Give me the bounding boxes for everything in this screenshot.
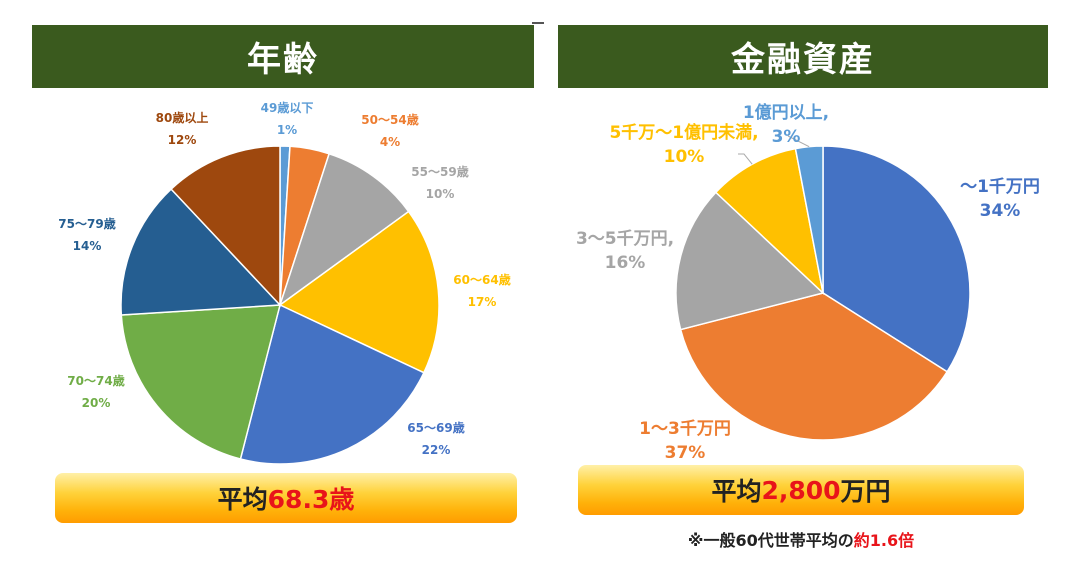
- pie-slice: [170, 145, 281, 307]
- slice-label: 50〜54歳: [361, 112, 418, 127]
- divider-line: [532, 22, 544, 24]
- average-assets-banner: 平均 2,800 万円: [578, 465, 1024, 515]
- pie-slice: [794, 145, 824, 294]
- average-age-banner: 平均 68.3歳: [55, 473, 517, 523]
- slice-label: 49歳以下: [261, 100, 314, 115]
- slice-percent-label: 1%: [277, 123, 297, 137]
- age-panel-title: 年齢: [32, 25, 534, 88]
- pie-slice: [278, 210, 440, 374]
- slice-percent-label: 37%: [665, 443, 706, 463]
- slice-label: 55〜59歳: [411, 164, 468, 179]
- slice-percent-label: 10%: [426, 187, 455, 201]
- slice-label: 65〜69歳: [407, 420, 464, 435]
- slice-percent-label: 3%: [772, 127, 801, 147]
- average-age-value: 68.3歳: [267, 485, 355, 514]
- slice-percent-label: 20%: [82, 396, 111, 410]
- average-age-prefix: 平均: [217, 485, 268, 514]
- comparison-note-text: ※一般60代世帯平均の: [687, 531, 854, 550]
- assets-pie-chart: 〜1千万円 34% 1〜3千万円 37% 3〜5千万円, 16% 5千万〜1億円未満, 10%…: [576, 102, 1040, 463]
- slice-percent-label: 12%: [168, 133, 197, 147]
- slice-label: 60〜64歳: [453, 272, 510, 287]
- pie-slice: [120, 304, 281, 460]
- average-assets-value: 2,800: [761, 475, 841, 505]
- average-assets-prefix: 平均: [711, 477, 762, 506]
- pie-slice: [714, 147, 825, 296]
- comparison-note: ※一般60代世帯平均の約1.6倍: [578, 527, 1024, 551]
- slice-label: 5千万〜1億円未満,: [609, 122, 758, 143]
- age-pie-chart: 49歳以下 1% 50〜54歳 4% 55〜59歳 10% 60〜64歳 17% 65〜69歳 2…: [58, 100, 511, 465]
- comparison-note-highlight: 約1.6倍: [853, 531, 915, 550]
- leader-line: [787, 135, 810, 148]
- slice-percent-label: 10%: [664, 147, 705, 167]
- pie-slice: [675, 191, 825, 331]
- slice-label: 3〜5千万円,: [576, 229, 674, 249]
- average-assets-suffix: 万円: [840, 477, 891, 506]
- slice-label: 1億円以上,: [743, 102, 829, 123]
- pie-slice: [278, 152, 410, 307]
- pie-slice: [822, 145, 971, 373]
- slice-percent-label: 22%: [422, 443, 451, 457]
- leader-line: [738, 153, 753, 165]
- slice-label: 70〜74歳: [67, 373, 124, 388]
- pie-slice: [679, 292, 949, 441]
- slice-percent-label: 16%: [605, 253, 646, 273]
- slice-label: 80歳以上: [156, 110, 209, 125]
- pie-slice: [239, 303, 425, 465]
- slice-percent-label: 14%: [73, 239, 102, 253]
- slice-percent-label: 34%: [980, 201, 1021, 221]
- slice-label: 〜1千万円: [960, 177, 1040, 197]
- assets-panel-title: 金融資産: [558, 25, 1048, 88]
- pie-slice: [120, 188, 282, 316]
- slice-label: 1〜3千万円: [639, 419, 731, 439]
- slice-percent-label: 17%: [468, 295, 497, 309]
- slice-label: 75〜79歳: [58, 216, 115, 231]
- slice-percent-label: 4%: [380, 135, 400, 149]
